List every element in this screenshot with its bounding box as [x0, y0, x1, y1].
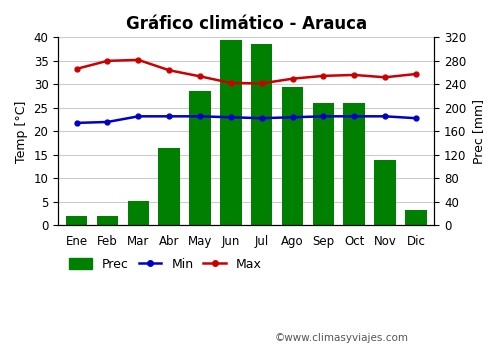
Y-axis label: Temp [°C]: Temp [°C]: [15, 100, 28, 162]
Legend: Prec, Min, Max: Prec, Min, Max: [64, 253, 267, 275]
Bar: [220, 40, 242, 225]
Bar: [251, 44, 272, 225]
Bar: [96, 216, 118, 225]
Y-axis label: Prec [mm]: Prec [mm]: [472, 99, 485, 164]
Bar: [158, 148, 180, 225]
Bar: [282, 87, 304, 225]
Bar: [344, 103, 365, 225]
Bar: [189, 91, 211, 225]
Bar: [374, 160, 396, 225]
Bar: [66, 216, 88, 225]
Bar: [312, 103, 334, 225]
Text: ©www.climasyviajes.com: ©www.climasyviajes.com: [275, 333, 409, 343]
Bar: [405, 210, 426, 225]
Bar: [128, 201, 149, 225]
Title: Gráfico climático - Arauca: Gráfico climático - Arauca: [126, 15, 367, 33]
